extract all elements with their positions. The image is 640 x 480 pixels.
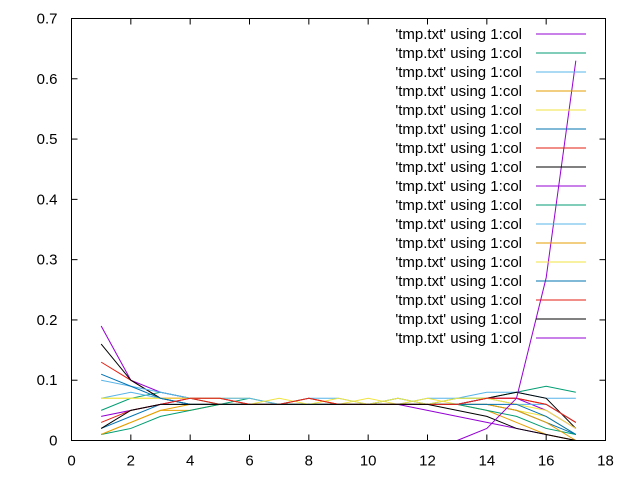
legend-label-11: 'tmp.txt' using 1:col [395,216,522,233]
x-tick-label: 18 [597,453,614,470]
legend-label-15: 'tmp.txt' using 1:col [395,292,522,309]
y-tick-label: 0.7 [37,11,58,28]
legend-label-8: 'tmp.txt' using 1:col [395,159,522,176]
legend-label-5: 'tmp.txt' using 1:col [395,102,522,119]
legend-label-10: 'tmp.txt' using 1:col [395,197,522,214]
y-tick-label: 0 [49,433,57,450]
y-tick-label: 0.3 [37,252,58,269]
axes-layer: 0 2 4 6 8 10 12 14 16 18 0 0.1 0.2 0.3 0.4 0.5 0.6 0.7 [37,11,614,470]
x-tick-label: 16 [538,453,555,470]
legend-label-7: 'tmp.txt' using 1:col [395,140,522,157]
y-tick-label: 0.1 [37,372,58,389]
series-line-13 [101,397,577,429]
series-line-16 [100,403,576,441]
y-tick-label: 0.5 [37,131,58,148]
legend-label-4: 'tmp.txt' using 1:col [395,83,522,100]
legend-label-13: 'tmp.txt' using 1:col [395,254,522,271]
x-tick-label: 2 [127,453,135,470]
x-tick-label: 0 [67,453,75,470]
legend-label-9: 'tmp.txt' using 1:col [395,178,522,195]
x-tick-label: 6 [245,453,253,470]
legend-label-14: 'tmp.txt' using 1:col [395,273,522,290]
legend-label-1: 'tmp.txt' using 1:col [395,26,522,43]
legend-label-17: 'tmp.txt' using 1:col [395,330,522,347]
legend-label-12: 'tmp.txt' using 1:col [395,235,522,252]
y-tick-label: 0.4 [37,191,58,208]
legend-label-6: 'tmp.txt' using 1:col [395,121,522,138]
legend-label-16: 'tmp.txt' using 1:col [395,311,522,328]
y-tick-label: 0.2 [37,312,58,329]
x-tick-label: 14 [478,453,495,470]
x-tick-label: 8 [305,453,313,470]
x-tick-label: 12 [419,453,436,470]
y-tick-label: 0.6 [37,71,58,88]
legend-label-2: 'tmp.txt' using 1:col [395,45,522,62]
plot-border [71,18,606,441]
legend-label-3: 'tmp.txt' using 1:col [395,64,522,81]
series-layer [100,60,577,441]
x-tick-label: 10 [360,453,377,470]
legend: 'tmp.txt' using 1:col 'tmp.txt' using 1:c… [395,26,586,347]
x-tick-label: 4 [186,453,194,470]
